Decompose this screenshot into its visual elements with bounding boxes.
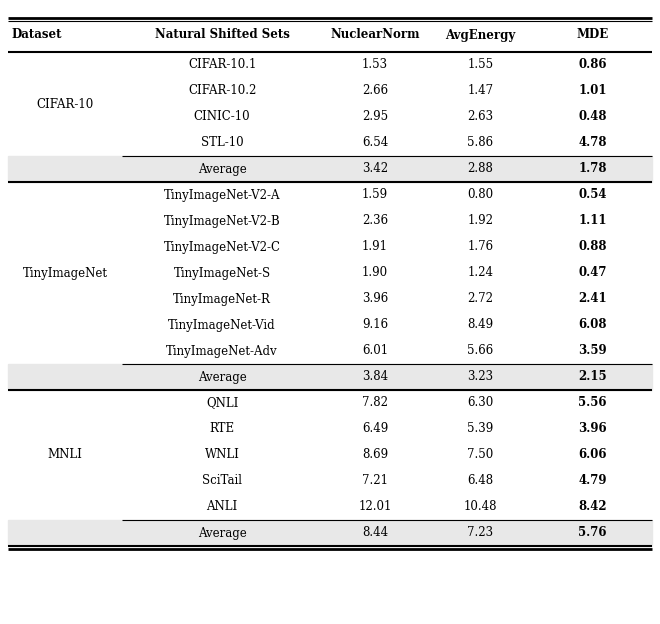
- Text: Natural Shifted Sets: Natural Shifted Sets: [154, 29, 290, 42]
- Text: Average: Average: [198, 371, 246, 384]
- Text: 5.66: 5.66: [467, 344, 494, 358]
- Text: 1.55: 1.55: [467, 59, 494, 72]
- Text: 1.90: 1.90: [362, 266, 388, 280]
- Text: 6.06: 6.06: [578, 449, 607, 462]
- Text: 6.54: 6.54: [362, 137, 388, 150]
- Text: Average: Average: [198, 527, 246, 540]
- Text: RTE: RTE: [209, 422, 235, 436]
- Bar: [8, 156, 652, 182]
- Text: 3.59: 3.59: [578, 344, 607, 358]
- Text: 2.95: 2.95: [362, 110, 388, 124]
- Text: 2.66: 2.66: [362, 84, 388, 97]
- Text: 0.48: 0.48: [578, 110, 607, 124]
- Text: 5.56: 5.56: [578, 396, 607, 409]
- Text: WNLI: WNLI: [205, 449, 240, 462]
- Text: 2.63: 2.63: [467, 110, 494, 124]
- Text: 6.48: 6.48: [467, 474, 494, 487]
- Text: 3.96: 3.96: [578, 422, 607, 436]
- Text: STL-10: STL-10: [201, 137, 244, 150]
- Text: SciTail: SciTail: [202, 474, 242, 487]
- Text: 8.69: 8.69: [362, 449, 388, 462]
- Text: 7.50: 7.50: [467, 449, 494, 462]
- Bar: [8, 364, 652, 390]
- Text: TinyImageNet-Vid: TinyImageNet-Vid: [168, 318, 276, 331]
- Text: TinyImageNet-V2-B: TinyImageNet-V2-B: [164, 215, 280, 228]
- Text: 8.42: 8.42: [578, 500, 607, 514]
- Text: TinyImageNet-V2-A: TinyImageNet-V2-A: [164, 188, 280, 202]
- Text: 8.44: 8.44: [362, 527, 388, 540]
- Text: 2.36: 2.36: [362, 215, 388, 228]
- Text: MNLI: MNLI: [48, 449, 82, 462]
- Text: CIFAR-10.2: CIFAR-10.2: [188, 84, 256, 97]
- Text: CIFAR-10.1: CIFAR-10.1: [188, 59, 256, 72]
- Text: 3.23: 3.23: [467, 371, 494, 384]
- Text: 12.01: 12.01: [358, 500, 391, 514]
- Text: 6.49: 6.49: [362, 422, 388, 436]
- Text: 5.86: 5.86: [467, 137, 494, 150]
- Text: NuclearNorm: NuclearNorm: [330, 29, 420, 42]
- Text: 1.47: 1.47: [467, 84, 494, 97]
- Text: 1.78: 1.78: [578, 162, 607, 175]
- Text: 7.23: 7.23: [467, 527, 494, 540]
- Text: CIFAR-10: CIFAR-10: [36, 97, 94, 110]
- Text: 2.72: 2.72: [467, 293, 494, 306]
- Text: 7.21: 7.21: [362, 474, 388, 487]
- Text: 1.92: 1.92: [467, 215, 494, 228]
- Text: 3.84: 3.84: [362, 371, 388, 384]
- Text: 1.53: 1.53: [362, 59, 388, 72]
- Text: 3.96: 3.96: [362, 293, 388, 306]
- Text: 2.41: 2.41: [578, 293, 607, 306]
- Text: 1.76: 1.76: [467, 240, 494, 253]
- Text: Average: Average: [198, 162, 246, 175]
- Text: 7.82: 7.82: [362, 396, 388, 409]
- Text: CINIC-10: CINIC-10: [194, 110, 250, 124]
- Text: 5.39: 5.39: [467, 422, 494, 436]
- Text: TinyImageNet: TinyImageNet: [22, 266, 108, 280]
- Text: 0.80: 0.80: [467, 188, 494, 202]
- Text: TinyImageNet-V2-C: TinyImageNet-V2-C: [164, 240, 280, 253]
- Text: 4.78: 4.78: [578, 137, 607, 150]
- Text: 0.86: 0.86: [578, 59, 607, 72]
- Text: 5.76: 5.76: [578, 527, 607, 540]
- Text: 0.88: 0.88: [578, 240, 607, 253]
- Text: 10.48: 10.48: [464, 500, 497, 514]
- Text: TinyImageNet-Adv: TinyImageNet-Adv: [166, 344, 278, 358]
- Text: 2.88: 2.88: [467, 162, 494, 175]
- Text: MDE: MDE: [577, 29, 609, 42]
- Text: QNLI: QNLI: [206, 396, 238, 409]
- Text: 1.24: 1.24: [467, 266, 494, 280]
- Text: 0.47: 0.47: [578, 266, 607, 280]
- Text: 1.59: 1.59: [362, 188, 388, 202]
- Text: 6.08: 6.08: [578, 318, 607, 331]
- Text: 2.15: 2.15: [578, 371, 607, 384]
- Text: 6.30: 6.30: [467, 396, 494, 409]
- Text: 4.79: 4.79: [578, 474, 607, 487]
- Text: 1.11: 1.11: [578, 215, 607, 228]
- Text: TinyImageNet-S: TinyImageNet-S: [174, 266, 271, 280]
- Text: 9.16: 9.16: [362, 318, 388, 331]
- Text: AvgEnergy: AvgEnergy: [446, 29, 515, 42]
- Text: Dataset: Dataset: [12, 29, 63, 42]
- Bar: [8, 520, 652, 546]
- Text: 6.01: 6.01: [362, 344, 388, 358]
- Text: TinyImageNet-R: TinyImageNet-R: [173, 293, 271, 306]
- Text: ANLI: ANLI: [207, 500, 238, 514]
- Text: 0.54: 0.54: [578, 188, 607, 202]
- Text: 1.91: 1.91: [362, 240, 388, 253]
- Text: 3.42: 3.42: [362, 162, 388, 175]
- Text: 8.49: 8.49: [467, 318, 494, 331]
- Text: 1.01: 1.01: [578, 84, 607, 97]
